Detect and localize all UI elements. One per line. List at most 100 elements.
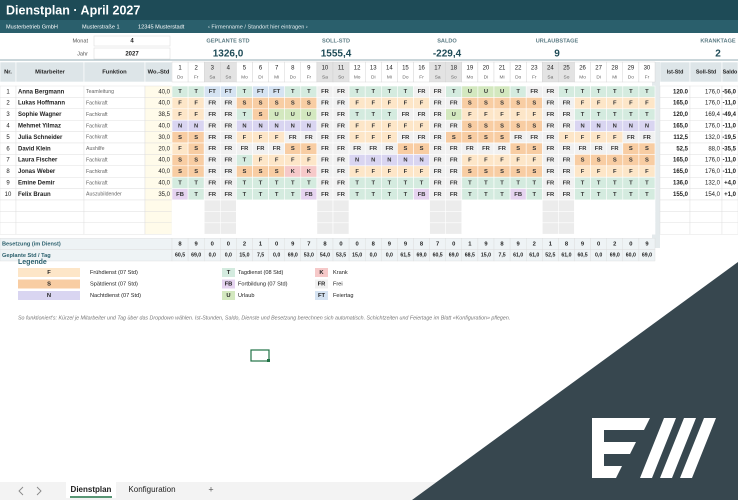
weekday: So <box>451 74 457 80</box>
shift-cell <box>252 222 269 235</box>
shift-code: N <box>242 123 246 129</box>
summary-label: SOLL-STD <box>322 38 350 44</box>
shift-code: FR <box>369 146 378 152</box>
footer-value: 9 <box>645 241 649 247</box>
shift-code: F <box>597 101 601 107</box>
shift-code: FR <box>402 135 411 141</box>
footer-value: 0,0 <box>273 253 280 259</box>
shift-code: T <box>275 192 279 198</box>
footer-value: 0,0 <box>370 253 377 259</box>
shift-cell <box>203 222 221 235</box>
shift-code: FR <box>579 146 588 152</box>
shift-cell <box>509 222 527 235</box>
day-number: 1 <box>178 66 182 72</box>
cell-text: 40,0 <box>158 169 170 175</box>
tab-next[interactable] <box>36 486 42 496</box>
shift-code: T <box>500 180 504 186</box>
shift-code: FR <box>563 146 572 152</box>
total-cell <box>659 211 691 223</box>
footer-value: 54,0 <box>320 253 330 259</box>
add-tab[interactable]: + <box>208 484 213 494</box>
shift-code: T <box>388 112 392 118</box>
shift-code: K <box>307 169 312 175</box>
city: 12345 Musterstadt <box>138 24 185 30</box>
shift-code: F <box>355 135 359 141</box>
cell-text: Aushilfe <box>86 146 105 152</box>
shift-cell <box>477 199 495 212</box>
weekday: Di <box>371 74 376 80</box>
shift-code: F <box>371 169 375 175</box>
summary-label: SALDO <box>437 38 457 44</box>
shift-code: T <box>565 89 569 95</box>
month-label: Monat <box>72 38 88 44</box>
year-input[interactable] <box>93 47 171 60</box>
shift-cell <box>445 211 463 224</box>
weekday: Do <box>515 74 521 80</box>
shift-code: F <box>194 101 198 107</box>
footer-value: 15,0 <box>239 253 249 259</box>
shift-code: T <box>178 180 182 186</box>
shift-code: FR <box>514 135 523 141</box>
tab[interactable]: Konfiguration <box>128 485 175 494</box>
shift-code: S <box>532 146 536 152</box>
shift-cell <box>268 211 286 224</box>
shift-cell <box>171 199 189 212</box>
shift-code: F <box>484 158 488 164</box>
footer-value: 9 <box>291 241 295 247</box>
cell-text: Fachkraft <box>86 135 108 141</box>
footer-value: 9 <box>484 241 488 247</box>
weekday: Mo <box>467 74 474 80</box>
tab-prev[interactable] <box>18 486 24 496</box>
tab[interactable]: Dienstplan <box>71 485 112 494</box>
legend-label: Spätdienst (07 Std) <box>90 281 138 287</box>
shift-code: N <box>419 158 423 164</box>
shift-code: S <box>178 169 182 175</box>
shift-cell <box>574 211 591 224</box>
shift-code: FR <box>208 123 217 129</box>
shift-code: T <box>371 192 375 198</box>
weekday: Fr <box>645 74 650 80</box>
shift-code: F <box>645 101 649 107</box>
shift-code: U <box>291 112 295 118</box>
legend-swatch <box>222 279 235 289</box>
legend-swatch <box>315 291 328 300</box>
shift-code: FR <box>434 180 443 186</box>
shift-code: T <box>597 89 601 95</box>
day-number: 8 <box>291 66 295 72</box>
shift-code: F <box>388 135 392 141</box>
summary-value: 1555,4 <box>321 49 352 60</box>
shift-code: FR <box>321 158 330 164</box>
weekday: Do <box>177 74 183 80</box>
title-bar <box>0 0 738 20</box>
footer-value: 8 <box>500 241 504 247</box>
shift-code: S <box>194 158 198 164</box>
shift-code: F <box>629 101 633 107</box>
total-value: 154,0 <box>705 192 721 198</box>
shift-code: T <box>388 192 392 198</box>
cell <box>144 211 173 223</box>
shift-code: T <box>243 180 247 186</box>
shift-code: T <box>243 112 247 118</box>
cell-selection <box>250 349 270 362</box>
shift-code: T <box>404 180 408 186</box>
footer-label: Geplante Std / Tag <box>2 253 51 259</box>
total-value: 165,0 <box>673 123 689 129</box>
cell-text: 35,0 <box>158 192 170 198</box>
shift-code: F <box>194 112 198 118</box>
company: Musterbetrieb GmbH <box>6 24 58 30</box>
shift-code: FR <box>546 192 555 198</box>
cell <box>83 199 146 212</box>
shift-cell <box>525 199 543 212</box>
shift-cell <box>316 222 334 235</box>
legend-swatch <box>18 268 80 277</box>
shift-code: S <box>275 101 279 107</box>
month-input[interactable] <box>93 35 171 47</box>
shift-code: FR <box>208 146 217 152</box>
active-tab[interactable] <box>66 482 116 498</box>
shift-code: FR <box>450 158 459 164</box>
shift-code: FR <box>208 135 217 141</box>
shift-code: N <box>645 123 649 129</box>
shift-code: F <box>597 135 601 141</box>
shift-code: S <box>243 101 247 107</box>
